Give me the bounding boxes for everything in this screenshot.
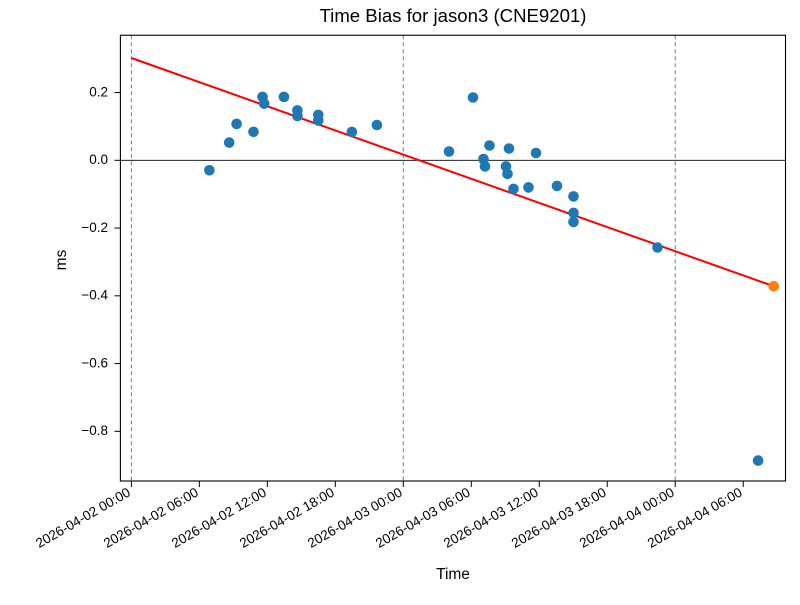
svg-text:Time: Time: [436, 566, 470, 583]
svg-text:0.2: 0.2: [89, 84, 108, 99]
svg-text:Time Bias for jason3 (CNE9201): Time Bias for jason3 (CNE9201): [320, 5, 587, 26]
svg-text:−0.8: −0.8: [81, 423, 108, 438]
svg-text:−0.2: −0.2: [81, 220, 108, 235]
svg-text:ms: ms: [53, 249, 70, 270]
svg-text:−0.6: −0.6: [81, 355, 108, 370]
svg-text:0.0: 0.0: [89, 152, 108, 167]
svg-text:−0.4: −0.4: [81, 288, 108, 303]
